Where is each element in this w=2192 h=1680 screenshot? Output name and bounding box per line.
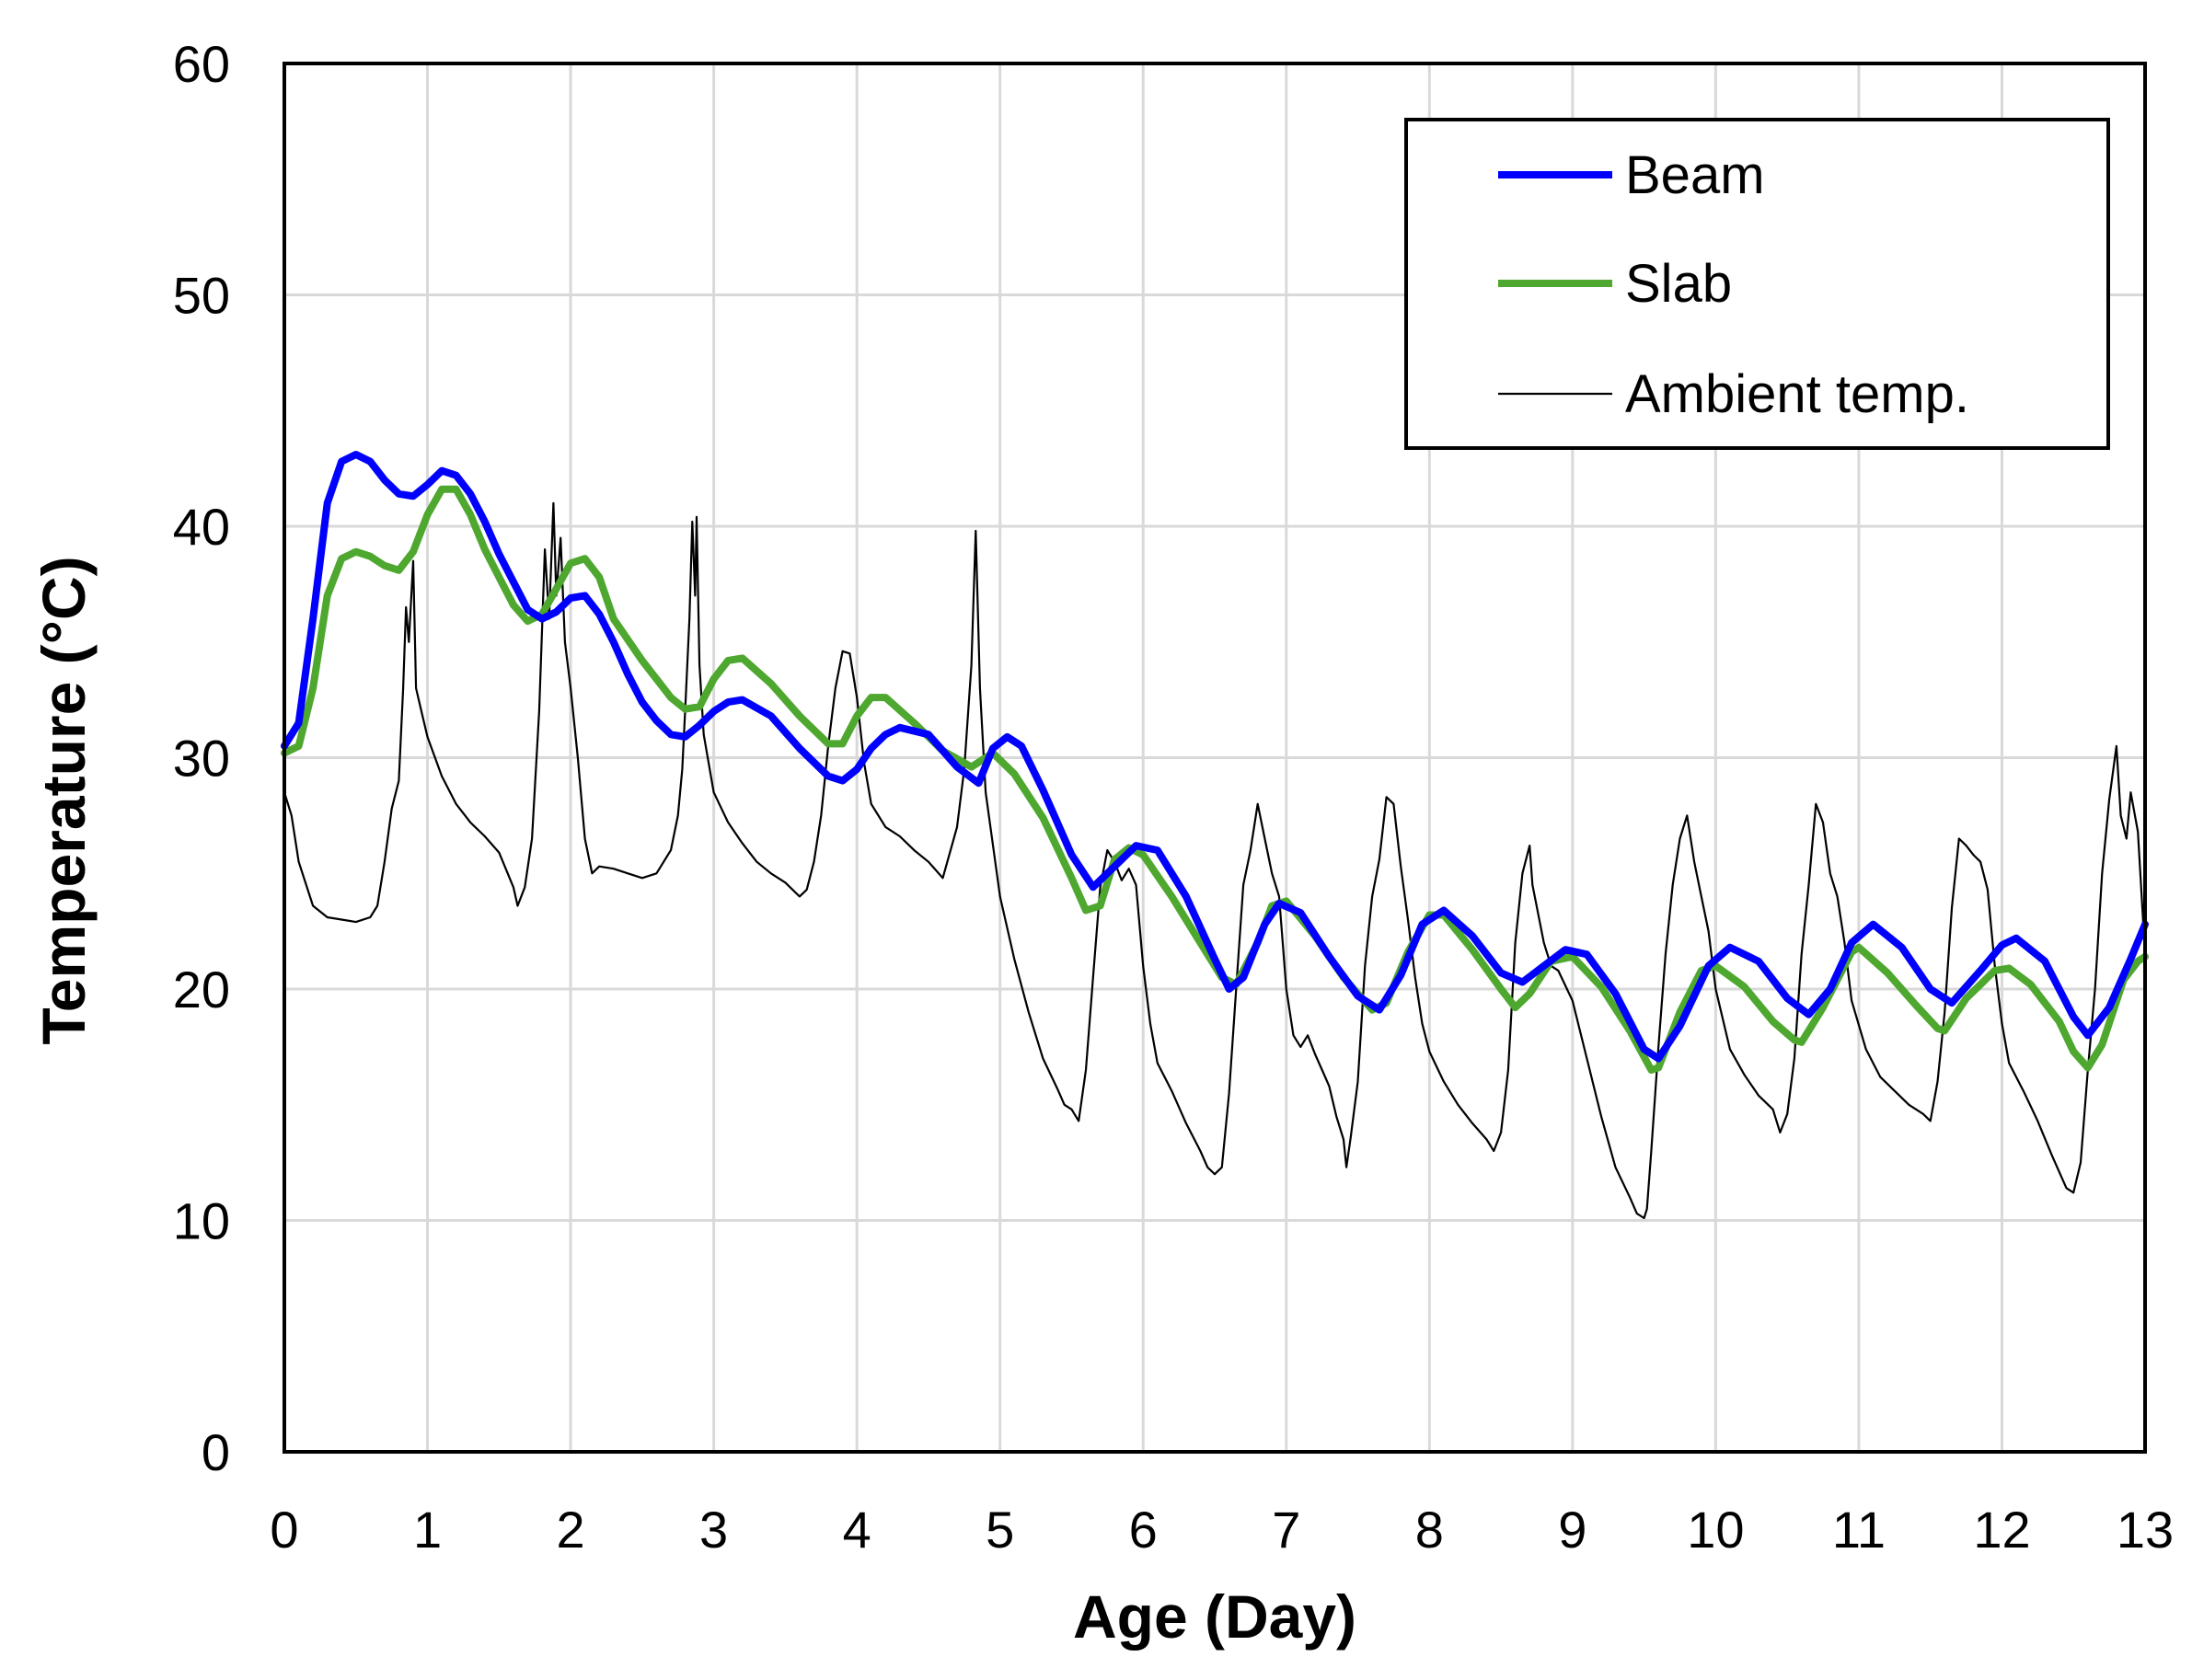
series-line-beam	[281, 451, 2149, 1063]
series-line-slab	[281, 485, 2149, 1074]
x-tick-label: 9	[1558, 1501, 1586, 1559]
legend: Beam Slab Ambient temp.	[1404, 118, 2110, 450]
x-tick-label: 4	[843, 1501, 871, 1559]
x-tick-label: 10	[1687, 1501, 1744, 1559]
x-tick-label: 11	[1832, 1501, 1886, 1559]
y-tick-label: 20	[173, 961, 230, 1018]
plot-frame	[283, 62, 2147, 1454]
series-line-ambient-temp	[283, 501, 2147, 1220]
x-tick-label: 2	[556, 1501, 584, 1559]
y-tick-label: 50	[173, 267, 230, 325]
y-tick-label: 60	[173, 35, 230, 93]
y-tick-labels: 0 10 20 30 40 50 60	[173, 35, 230, 1481]
x-tick-label: 3	[699, 1501, 728, 1559]
x-tick-label: 7	[1272, 1501, 1300, 1559]
x-axis-title: Age (Day)	[1073, 1582, 1356, 1651]
legend-label: Slab	[1625, 254, 1732, 314]
y-axis-title: Temperature (°C)	[29, 556, 98, 1044]
y-tick-label: 10	[173, 1192, 230, 1250]
x-tick-label: 5	[986, 1501, 1014, 1559]
legend-label: Beam	[1625, 145, 1765, 205]
x-tick-label: 6	[1129, 1501, 1158, 1559]
y-tick-label: 40	[173, 498, 230, 556]
legend-label: Ambient temp.	[1625, 364, 1969, 424]
series-lines	[281, 451, 2149, 1220]
x-tick-label: 0	[270, 1501, 298, 1559]
x-tick-label: 12	[1973, 1501, 2030, 1559]
x-tick-label: 13	[2117, 1501, 2174, 1559]
y-tick-label: 30	[173, 730, 230, 788]
x-tick-labels: 0 1 2 3 4 5 6 7 8 9 10 11 12 13	[270, 1501, 2174, 1559]
y-tick-label: 0	[202, 1423, 230, 1481]
x-tick-label: 8	[1415, 1501, 1444, 1559]
x-tick-label: 1	[413, 1501, 442, 1559]
